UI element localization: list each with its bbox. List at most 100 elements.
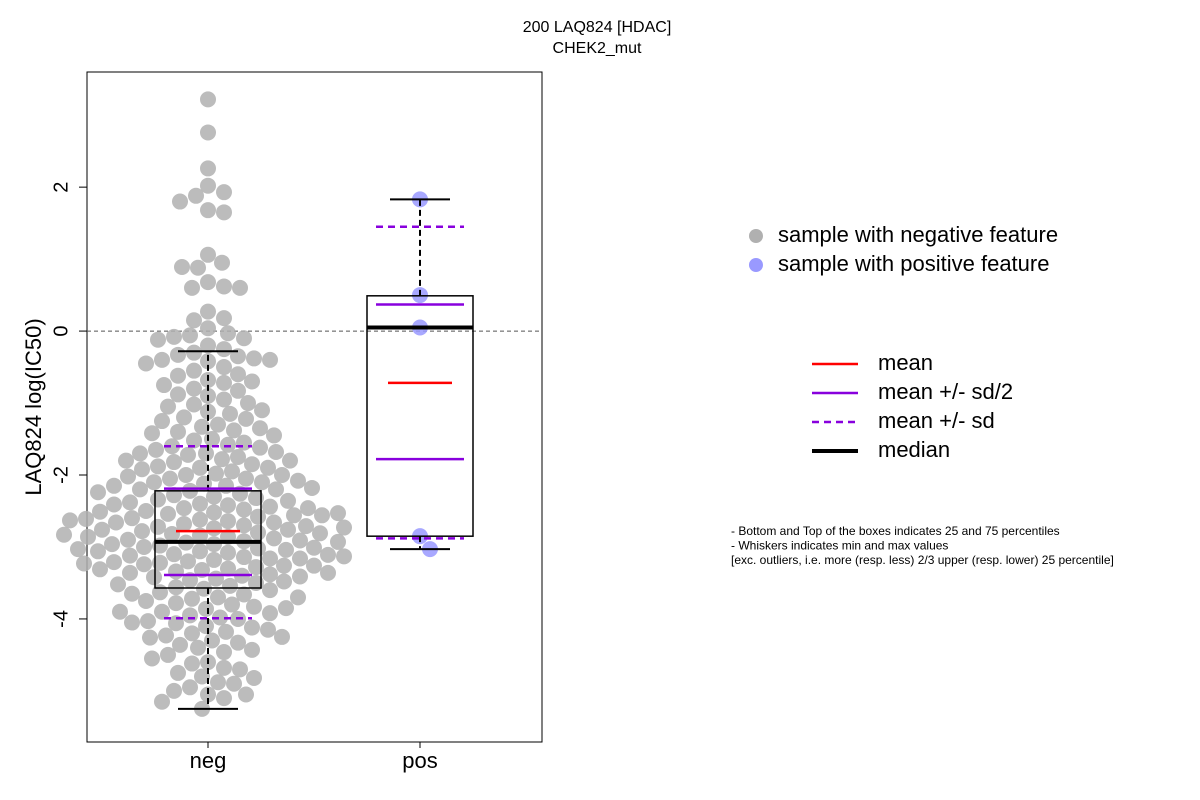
data-point [262, 550, 278, 567]
data-point [336, 519, 352, 536]
data-point [286, 507, 302, 524]
data-point [176, 515, 192, 532]
data-point [262, 605, 278, 622]
legend-marker [749, 229, 763, 243]
data-point [266, 530, 282, 547]
data-point [238, 410, 254, 427]
data-point [236, 501, 252, 518]
data-point [56, 526, 72, 543]
data-point [90, 484, 106, 501]
data-point [260, 459, 276, 476]
data-point [198, 445, 214, 462]
data-point [198, 618, 214, 635]
data-point [200, 124, 216, 141]
data-point [194, 418, 210, 435]
data-point [226, 675, 242, 692]
data-point [200, 337, 216, 354]
data-point [216, 184, 232, 201]
legend-label: sample with positive feature [778, 251, 1049, 276]
y-tick-label: 0 [50, 326, 72, 337]
legend-label: mean +/- sd [878, 408, 995, 433]
data-point [106, 496, 122, 513]
data-point [216, 204, 232, 221]
data-point [330, 533, 346, 550]
data-point [154, 351, 170, 368]
data-point [224, 596, 240, 613]
data-point [138, 502, 154, 519]
data-point [246, 669, 262, 686]
data-point [276, 573, 292, 590]
data-point [236, 586, 252, 603]
data-point [216, 278, 232, 295]
data-point [230, 382, 246, 399]
box [154, 490, 262, 589]
chart-title: 200 LAQ824 [HDAC] [523, 19, 672, 36]
data-point [184, 625, 200, 642]
data-point [210, 589, 226, 606]
data-point [134, 461, 150, 478]
y-tick-label: 2 [50, 182, 72, 193]
data-point [176, 409, 192, 426]
data-point [156, 377, 172, 394]
data-point [168, 563, 184, 580]
data-point [206, 488, 222, 505]
data-point [224, 463, 240, 480]
data-point [160, 646, 176, 663]
data-point [174, 259, 190, 276]
data-point [216, 659, 232, 676]
data-point [166, 454, 182, 471]
data-point [220, 497, 236, 514]
data-point [290, 472, 306, 489]
data-point [216, 690, 232, 707]
data-point [244, 373, 260, 390]
data-point [240, 395, 256, 412]
data-point [216, 310, 232, 327]
data-point [192, 459, 208, 476]
data-point [134, 523, 150, 540]
legend-label: sample with negative feature [778, 222, 1058, 247]
data-point [146, 569, 162, 586]
data-point [142, 629, 158, 646]
data-point [320, 546, 336, 563]
data-point [122, 564, 138, 581]
data-point [300, 500, 316, 517]
data-point [200, 177, 216, 194]
data-point [172, 636, 188, 653]
data-point [206, 551, 222, 568]
data-point [150, 491, 166, 508]
data-point [132, 445, 148, 462]
data-point [186, 312, 202, 329]
data-point [200, 303, 216, 320]
data-point [216, 374, 232, 391]
data-point [250, 540, 266, 557]
data-point [298, 518, 314, 535]
data-point [236, 330, 252, 347]
data-point [254, 474, 270, 491]
data-point [210, 674, 226, 691]
data-point [122, 547, 138, 564]
data-point [154, 693, 170, 710]
data-point [184, 590, 200, 607]
data-point [138, 355, 154, 372]
chart-subtitle: CHEK2_mut [553, 40, 642, 57]
data-point [248, 490, 264, 507]
data-point [212, 609, 228, 626]
data-point [124, 614, 140, 631]
y-axis-label: LAQ824 log(IC50) [21, 318, 46, 495]
data-point [160, 398, 176, 415]
data-point [152, 554, 168, 571]
data-point [214, 451, 230, 468]
data-point [186, 344, 202, 361]
data-point [172, 193, 188, 210]
data-point [266, 514, 282, 531]
data-point [282, 452, 298, 469]
data-point [150, 518, 166, 535]
data-point [336, 548, 352, 565]
data-point [236, 434, 252, 451]
data-point [250, 508, 266, 525]
data-point [164, 526, 180, 543]
data-point [206, 504, 222, 521]
data-point [274, 467, 290, 484]
data-point [94, 521, 110, 538]
y-tick-label: -2 [50, 466, 72, 484]
